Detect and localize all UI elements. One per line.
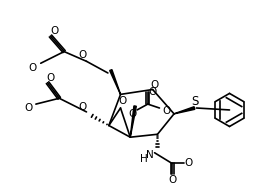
Text: N: N [146, 150, 154, 160]
Text: O: O [24, 103, 32, 113]
Text: O: O [46, 73, 55, 83]
Text: O: O [184, 159, 193, 169]
Text: O: O [150, 80, 159, 90]
Text: O: O [162, 106, 170, 116]
Text: O: O [78, 51, 87, 60]
Polygon shape [174, 107, 195, 114]
Text: O: O [168, 175, 176, 185]
Text: O: O [128, 109, 136, 119]
Text: O: O [148, 88, 157, 97]
Text: H: H [140, 154, 148, 164]
Text: O: O [118, 96, 127, 106]
Text: O: O [78, 102, 87, 112]
Text: O: O [29, 63, 37, 73]
Text: O: O [50, 26, 59, 36]
Text: S: S [191, 95, 198, 108]
Polygon shape [110, 70, 121, 94]
Polygon shape [130, 106, 136, 137]
